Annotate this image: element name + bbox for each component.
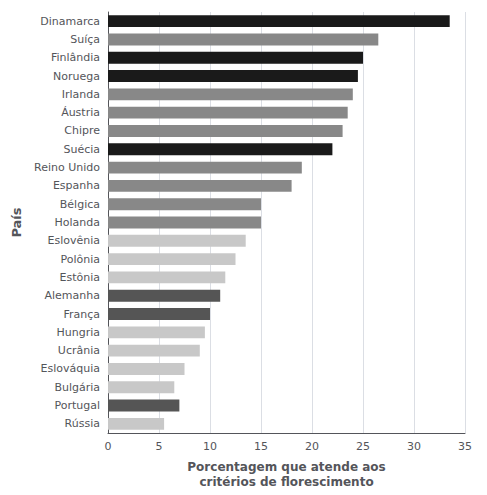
svg-text:França: França [63,308,100,321]
svg-text:Hungria: Hungria [56,326,100,339]
svg-text:10: 10 [203,440,217,453]
svg-text:15: 15 [254,440,268,453]
svg-text:Porcentagem que atende aos: Porcentagem que atende aos [187,460,385,474]
svg-text:Eslováquia: Eslováquia [41,362,100,375]
svg-text:20: 20 [305,440,319,453]
svg-text:Suécia: Suécia [63,143,100,156]
svg-text:Polônia: Polônia [60,253,100,266]
svg-text:critérios de florescimento: critérios de florescimento [199,475,373,489]
svg-text:Dinamarca: Dinamarca [40,15,100,28]
svg-text:Eslovênia: Eslovênia [47,234,100,247]
svg-text:Alemanha: Alemanha [45,289,101,302]
svg-text:Bulgária: Bulgária [54,381,100,394]
svg-text:Reino Unido: Reino Unido [34,161,100,174]
svg-text:35: 35 [458,440,472,453]
svg-text:País: País [9,207,24,237]
svg-text:Holanda: Holanda [55,216,101,229]
svg-text:Irlanda: Irlanda [62,88,100,101]
svg-text:Noruega: Noruega [53,70,100,83]
svg-text:Bélgica: Bélgica [60,198,100,211]
svg-text:0: 0 [105,440,112,453]
svg-text:30: 30 [407,440,421,453]
svg-text:Chipre: Chipre [64,124,100,137]
svg-text:Suíça: Suíça [70,33,100,46]
svg-text:Espanha: Espanha [53,179,100,192]
svg-text:Finlândia: Finlândia [51,51,100,64]
svg-text:Estônia: Estônia [60,271,101,284]
svg-text:Portugal: Portugal [54,399,100,412]
svg-text:Ucrânia: Ucrânia [58,344,100,357]
svg-text:5: 5 [156,440,163,453]
svg-text:Rússia: Rússia [65,417,100,430]
svg-text:25: 25 [356,440,370,453]
svg-text:Áustria: Áustria [61,106,100,119]
